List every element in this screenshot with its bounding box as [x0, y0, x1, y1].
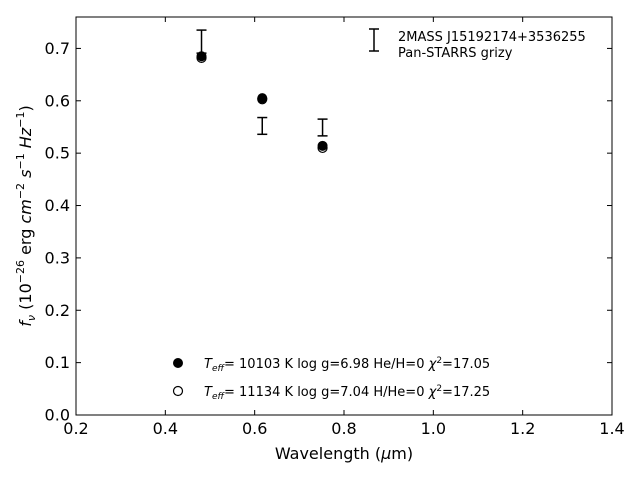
legend-errorbar-icon [369, 28, 379, 52]
legend-entry-2: Teff= 11134 K log g=7.04 H/He=0 χ2=17.25 [204, 384, 490, 402]
errorbar-point [317, 118, 328, 137]
x-tick-label: 1.2 [510, 419, 535, 438]
data-marks [196, 29, 328, 154]
x-axis-label: Wavelength (μm) [275, 444, 413, 463]
errorbar-point [257, 116, 268, 136]
x-tick-label: 1.4 [599, 419, 624, 438]
legend-open-circle-icon [172, 385, 184, 397]
x-tick-label: 0.4 [153, 419, 178, 438]
y-tick-label: 0.0 [45, 406, 70, 425]
x-axis-ticks: 0.2 0.4 0.6 0.8 1.0 1.2 1.4 [63, 17, 625, 438]
x-tick-label: 0.6 [242, 419, 267, 438]
y-tick-label: 0.6 [45, 91, 70, 110]
y-tick-label: 0.4 [45, 196, 70, 215]
y-tick-label: 0.2 [45, 301, 70, 320]
legend-filled-circle-icon [173, 358, 183, 368]
x-tick-label: 0.2 [63, 419, 88, 438]
legend-top-line2: Pan-STARRS grizy [398, 46, 513, 61]
y-tick-label: 0.3 [45, 248, 70, 267]
y-axis-label: fν (10−26 erg cm−2 s−1 Hz−1) [14, 105, 38, 326]
legend-top: 2MASS J15192174+3536255 Pan-STARRS grizy [369, 28, 586, 61]
x-tick-label: 1.0 [421, 419, 446, 438]
y-tick-label: 0.7 [45, 39, 70, 58]
model-point-filled [317, 140, 328, 151]
y-tick-label: 0.5 [45, 144, 70, 163]
y-axis-ticks: 0.0 0.1 0.2 0.3 0.4 0.5 0.6 0.7 [45, 39, 612, 425]
legend-top-line1: 2MASS J15192174+3536255 [398, 30, 586, 45]
model-point-filled [196, 51, 207, 62]
legend-bottom: Teff= 10103 K log g=6.98 He/H=0 χ2=17.05… [172, 356, 490, 402]
legend-entry-1: Teff= 10103 K log g=6.98 He/H=0 χ2=17.05 [204, 356, 490, 374]
model-point-filled [257, 93, 268, 104]
y-tick-label: 0.1 [45, 353, 70, 372]
x-tick-label: 0.8 [331, 419, 356, 438]
